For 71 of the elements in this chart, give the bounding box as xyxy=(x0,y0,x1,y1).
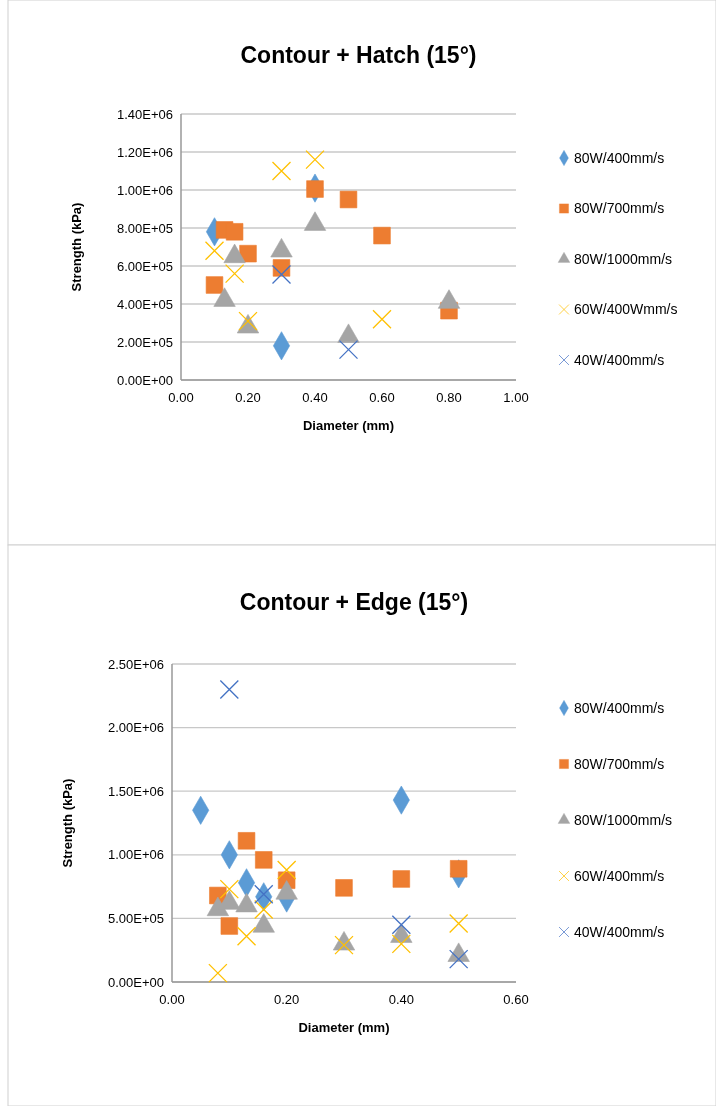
point xyxy=(335,879,353,897)
point xyxy=(449,859,468,878)
point xyxy=(392,870,411,888)
point xyxy=(254,899,274,920)
y-axis-title: Strength (kPa) xyxy=(60,778,75,868)
y-tick-label: 0.00E+00 xyxy=(107,974,164,990)
x-tick-label: 0.60 xyxy=(503,992,529,1007)
x-tick-label: 0.80 xyxy=(436,390,462,405)
point xyxy=(391,915,411,935)
y-tick-label: 8.00E+05 xyxy=(116,220,173,236)
x-tick-label: 0.40 xyxy=(302,390,328,405)
point xyxy=(208,963,228,983)
point xyxy=(205,276,224,294)
point xyxy=(306,180,324,198)
x-tick-label: 0.00 xyxy=(159,992,185,1007)
chart-title: Contour + Edge (15°) xyxy=(239,589,469,615)
y-tick-label: 1.40E+06 xyxy=(116,106,173,122)
legend-label: 80W/1000mm/s xyxy=(574,811,673,828)
y-tick-label: 0.00E+00 xyxy=(116,372,173,388)
point xyxy=(277,860,297,880)
point xyxy=(254,884,274,904)
x-tick-label: 0.00 xyxy=(168,390,194,405)
legend-label: 80W/1000mm/s xyxy=(574,250,673,267)
legend-label: 80W/700mm/s xyxy=(574,200,665,217)
y-tick-label: 1.20E+06 xyxy=(116,144,173,160)
x-axis-title: Diameter (mm) xyxy=(302,418,395,433)
y-axis-title: Strength (kPa) xyxy=(69,202,84,292)
point xyxy=(219,679,239,700)
legend-label: 40W/400mm/s xyxy=(574,923,665,940)
x-tick-label: 1.00 xyxy=(503,390,529,405)
point xyxy=(372,309,392,329)
x-axis-title: Diameter (mm) xyxy=(298,1020,390,1035)
point xyxy=(204,241,225,261)
point xyxy=(391,934,411,954)
point xyxy=(219,879,239,899)
x-tick-label: 0.60 xyxy=(369,390,395,405)
y-tick-label: 4.00E+05 xyxy=(116,296,173,312)
y-tick-label: 2.00E+06 xyxy=(107,720,164,736)
point xyxy=(236,926,257,946)
point xyxy=(271,264,292,285)
x-tick-label: 0.40 xyxy=(388,992,414,1007)
point xyxy=(254,851,273,869)
point xyxy=(272,259,291,277)
legend-label: 80W/700mm/s xyxy=(574,755,665,772)
point xyxy=(271,161,292,181)
legend-label: 40W/400mm/s xyxy=(574,351,665,368)
point xyxy=(338,339,359,360)
point xyxy=(225,222,244,241)
point xyxy=(449,913,469,934)
y-tick-label: 1.50E+06 xyxy=(107,783,164,799)
point xyxy=(224,263,245,284)
legend-label: 60W/400Wmm/s xyxy=(574,301,678,318)
point xyxy=(220,917,239,935)
y-tick-label: 2.00E+05 xyxy=(116,334,173,350)
y-tick-label: 6.00E+05 xyxy=(116,258,173,274)
legend-label: 60W/400mm/s xyxy=(574,867,665,884)
chart-title: Contour + Hatch (15°) xyxy=(240,42,477,68)
point xyxy=(373,226,391,245)
x-tick-label: 0.20 xyxy=(274,992,300,1007)
x-tick-label: 0.20 xyxy=(235,390,261,405)
legend-label: 80W/400mm/s xyxy=(574,149,665,166)
point xyxy=(339,190,358,209)
point xyxy=(237,831,256,850)
point xyxy=(334,935,354,955)
y-tick-label: 2.50E+06 xyxy=(107,656,164,672)
legend-label: 80W/400mm/s xyxy=(574,699,665,716)
point xyxy=(449,949,469,969)
y-tick-label: 5.00E+05 xyxy=(107,910,164,926)
y-tick-label: 1.00E+06 xyxy=(116,182,173,198)
point xyxy=(305,149,325,170)
y-tick-label: 1.00E+06 xyxy=(107,847,164,863)
